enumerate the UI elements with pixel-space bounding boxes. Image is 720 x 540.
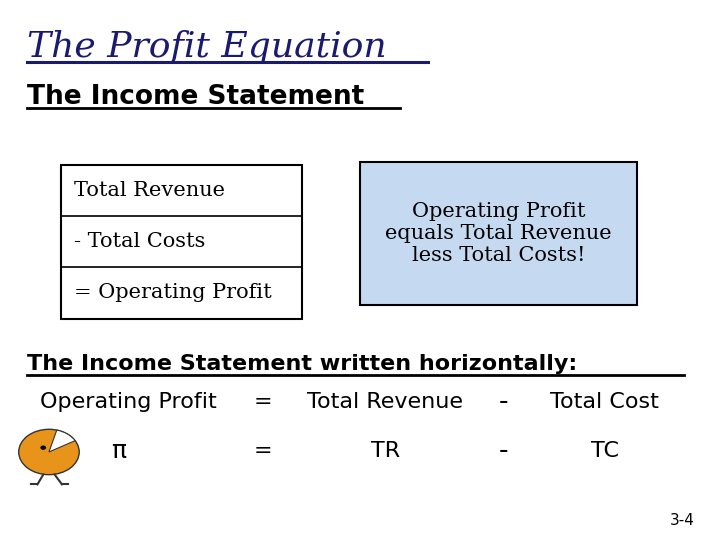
Text: Operating Profit
equals Total Revenue
less Total Costs!: Operating Profit equals Total Revenue le…: [385, 202, 612, 265]
Text: The Income Statement written horizontally:: The Income Statement written horizontall…: [27, 354, 577, 374]
Circle shape: [40, 446, 46, 450]
Text: The Profit Equation: The Profit Equation: [27, 30, 387, 64]
Text: π: π: [112, 439, 126, 463]
Text: - Total Costs: - Total Costs: [74, 232, 205, 251]
Text: =: =: [253, 392, 272, 413]
Bar: [360, 162, 637, 305]
Text: =: =: [253, 441, 272, 461]
Text: TR: TR: [371, 441, 400, 461]
Text: = Operating Profit: = Operating Profit: [74, 284, 272, 302]
Text: -: -: [499, 438, 509, 464]
Text: TC: TC: [591, 441, 618, 461]
Circle shape: [19, 429, 79, 475]
Text: The Income Statement: The Income Statement: [27, 84, 364, 110]
Text: Total Revenue: Total Revenue: [74, 181, 225, 200]
Text: Operating Profit: Operating Profit: [40, 392, 216, 413]
Text: Total Revenue: Total Revenue: [307, 392, 463, 413]
Text: 3-4: 3-4: [670, 513, 695, 528]
Text: Total Cost: Total Cost: [550, 392, 660, 413]
Bar: [61, 165, 302, 319]
Wedge shape: [49, 430, 75, 452]
Text: -: -: [499, 389, 509, 415]
